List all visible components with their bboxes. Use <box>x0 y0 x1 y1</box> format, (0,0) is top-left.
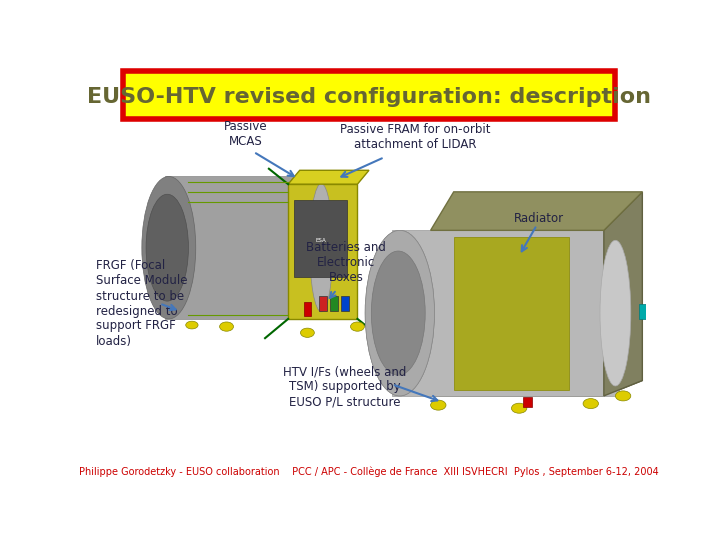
Text: Philippe Gorodetzky - EUSO collaboration    PCC / APC - Collège de France  XIII : Philippe Gorodetzky - EUSO collaboration… <box>79 466 659 477</box>
Polygon shape <box>288 170 369 184</box>
Ellipse shape <box>186 321 198 329</box>
Text: EUSO-HTV revised configuration: description: EUSO-HTV revised configuration: descript… <box>87 87 651 107</box>
Ellipse shape <box>511 403 527 413</box>
Ellipse shape <box>616 391 631 401</box>
Ellipse shape <box>142 177 196 319</box>
Ellipse shape <box>220 322 233 331</box>
Ellipse shape <box>351 322 364 331</box>
FancyBboxPatch shape <box>122 71 616 119</box>
Ellipse shape <box>372 251 426 375</box>
Polygon shape <box>431 381 642 396</box>
FancyBboxPatch shape <box>454 237 570 390</box>
Text: Batteries and
Electronic
Boxes: Batteries and Electronic Boxes <box>306 241 386 284</box>
Text: FRGF (Focal
Surface Module
structure to be
redesigned to
support FRGF
loads): FRGF (Focal Surface Module structure to … <box>96 260 187 348</box>
FancyBboxPatch shape <box>319 296 328 311</box>
FancyBboxPatch shape <box>341 296 349 311</box>
Ellipse shape <box>431 400 446 410</box>
Text: Radiator: Radiator <box>514 212 564 225</box>
FancyBboxPatch shape <box>165 177 323 319</box>
Ellipse shape <box>310 184 333 312</box>
FancyBboxPatch shape <box>523 397 532 407</box>
Text: HTV I/Fs (wheels and
TSM) supported by
EUSO P/L structure: HTV I/Fs (wheels and TSM) supported by E… <box>283 365 406 408</box>
Polygon shape <box>431 192 642 231</box>
FancyBboxPatch shape <box>294 200 348 276</box>
Ellipse shape <box>600 240 631 386</box>
Ellipse shape <box>146 194 189 301</box>
Ellipse shape <box>365 231 434 396</box>
FancyBboxPatch shape <box>304 302 311 316</box>
Ellipse shape <box>372 251 426 375</box>
FancyBboxPatch shape <box>392 231 619 396</box>
FancyBboxPatch shape <box>288 184 357 319</box>
FancyBboxPatch shape <box>639 303 647 319</box>
Ellipse shape <box>300 328 315 338</box>
Text: ESA: ESA <box>315 238 326 243</box>
Text: Passive
MCAS: Passive MCAS <box>224 120 268 148</box>
Polygon shape <box>604 192 642 396</box>
Text: Passive FRAM for on-orbit
attachment of LIDAR: Passive FRAM for on-orbit attachment of … <box>340 123 490 151</box>
FancyBboxPatch shape <box>330 296 338 311</box>
Ellipse shape <box>583 399 598 409</box>
Ellipse shape <box>365 231 434 396</box>
